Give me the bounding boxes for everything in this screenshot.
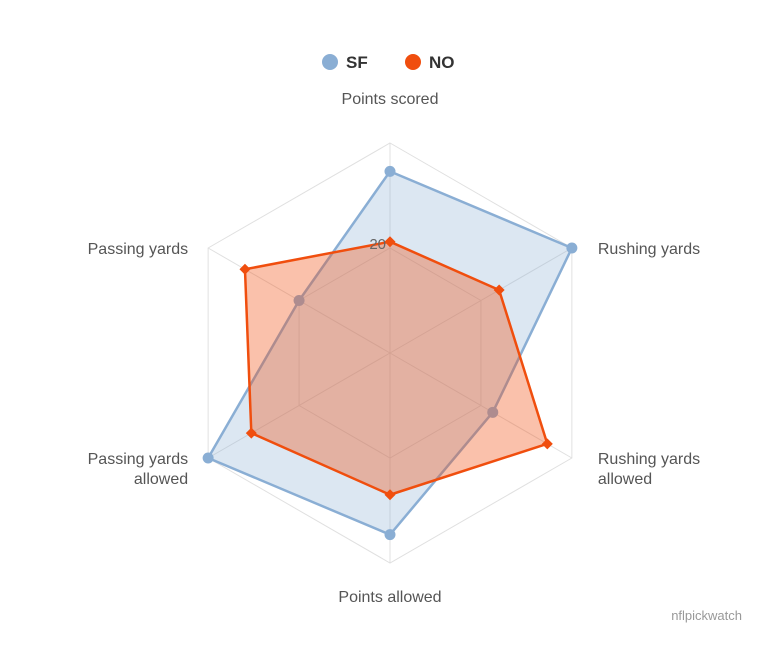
legend-label: NO bbox=[429, 53, 455, 72]
series-no[interactable] bbox=[239, 236, 553, 501]
axis-label: Passing yards bbox=[88, 241, 189, 258]
legend: SF NO bbox=[322, 53, 455, 72]
series-sf[interactable] bbox=[202, 165, 578, 541]
data-point-no[interactable] bbox=[541, 438, 553, 450]
axis-label: Rushing yards bbox=[598, 241, 700, 258]
axis-label-line: allowed bbox=[598, 471, 652, 488]
axis-label: Points scored bbox=[342, 91, 439, 108]
data-point-no[interactable] bbox=[245, 427, 257, 439]
data-point-sf[interactable] bbox=[487, 406, 499, 418]
legend-item-no[interactable]: NO bbox=[405, 53, 455, 72]
axis-label-line: Passing yards bbox=[88, 241, 189, 258]
legend-marker bbox=[322, 54, 338, 70]
data-point-sf[interactable] bbox=[384, 529, 396, 541]
data-point-sf[interactable] bbox=[293, 295, 305, 306]
data-point-no[interactable] bbox=[384, 489, 396, 501]
axis-label-line: Passing yards bbox=[88, 451, 189, 468]
grid-spoke bbox=[389, 352, 573, 459]
axis-label: Rushing yards allowed bbox=[598, 451, 700, 488]
axis-label-line: allowed bbox=[134, 471, 188, 488]
tick-label: 20 bbox=[369, 236, 386, 253]
data-point-no[interactable] bbox=[239, 263, 251, 275]
axis-label: Points allowed bbox=[338, 589, 441, 606]
legend-label: SF bbox=[346, 53, 368, 72]
axis-label-line: Points allowed bbox=[338, 589, 441, 606]
axis-label-line: Rushing yards bbox=[598, 241, 700, 258]
data-point-sf[interactable] bbox=[566, 242, 578, 254]
data-point-no[interactable] bbox=[384, 236, 396, 248]
axis-label-line: Points scored bbox=[342, 91, 439, 108]
legend-item-sf[interactable]: SF bbox=[322, 53, 368, 72]
legend-marker bbox=[405, 54, 421, 70]
series-layer bbox=[202, 165, 578, 541]
axis-label-line: Rushing yards bbox=[598, 451, 700, 468]
axis-label: Passing yards allowed bbox=[88, 451, 189, 488]
data-point-sf[interactable] bbox=[202, 452, 214, 464]
credit-text[interactable]: nflpickwatch bbox=[671, 608, 742, 623]
data-point-no[interactable] bbox=[493, 284, 505, 296]
grid-spoke bbox=[389, 247, 573, 354]
grid-spoke bbox=[207, 352, 391, 459]
data-point-sf[interactable] bbox=[384, 165, 396, 177]
